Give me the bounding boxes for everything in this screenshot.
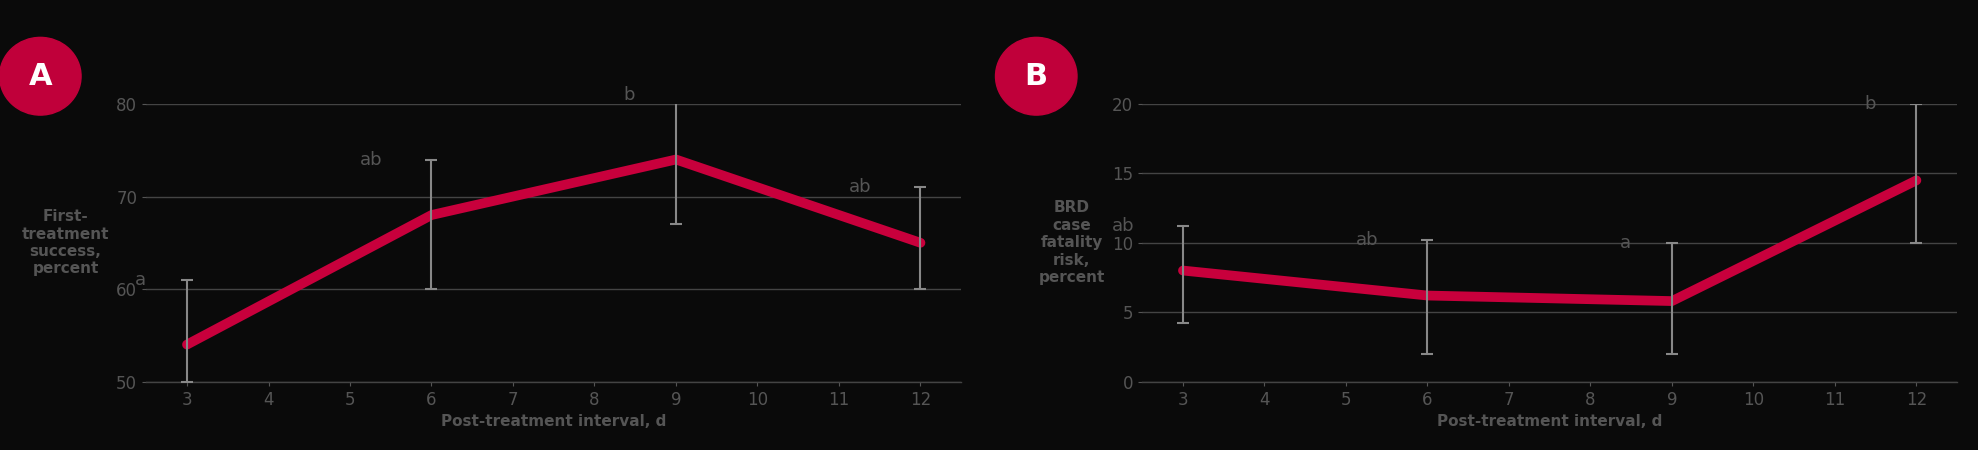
Ellipse shape [0, 37, 81, 115]
X-axis label: Post-treatment interval, d: Post-treatment interval, d [441, 414, 667, 429]
Text: A: A [28, 62, 51, 91]
Text: B: B [1025, 62, 1048, 91]
Text: ab: ab [1112, 217, 1133, 235]
Text: a: a [135, 271, 146, 289]
X-axis label: Post-treatment interval, d: Post-treatment interval, d [1436, 414, 1662, 429]
Y-axis label: First-
treatment
success,
percent: First- treatment success, percent [22, 209, 109, 276]
Text: b: b [1863, 95, 1875, 113]
Text: ab: ab [360, 150, 382, 168]
Text: ab: ab [849, 178, 872, 196]
Text: ab: ab [1355, 231, 1379, 249]
Y-axis label: BRD
case
fatality
risk,
percent: BRD case fatality risk, percent [1038, 201, 1106, 285]
Ellipse shape [995, 37, 1076, 115]
Text: b: b [623, 86, 635, 104]
Text: a: a [1620, 234, 1632, 252]
